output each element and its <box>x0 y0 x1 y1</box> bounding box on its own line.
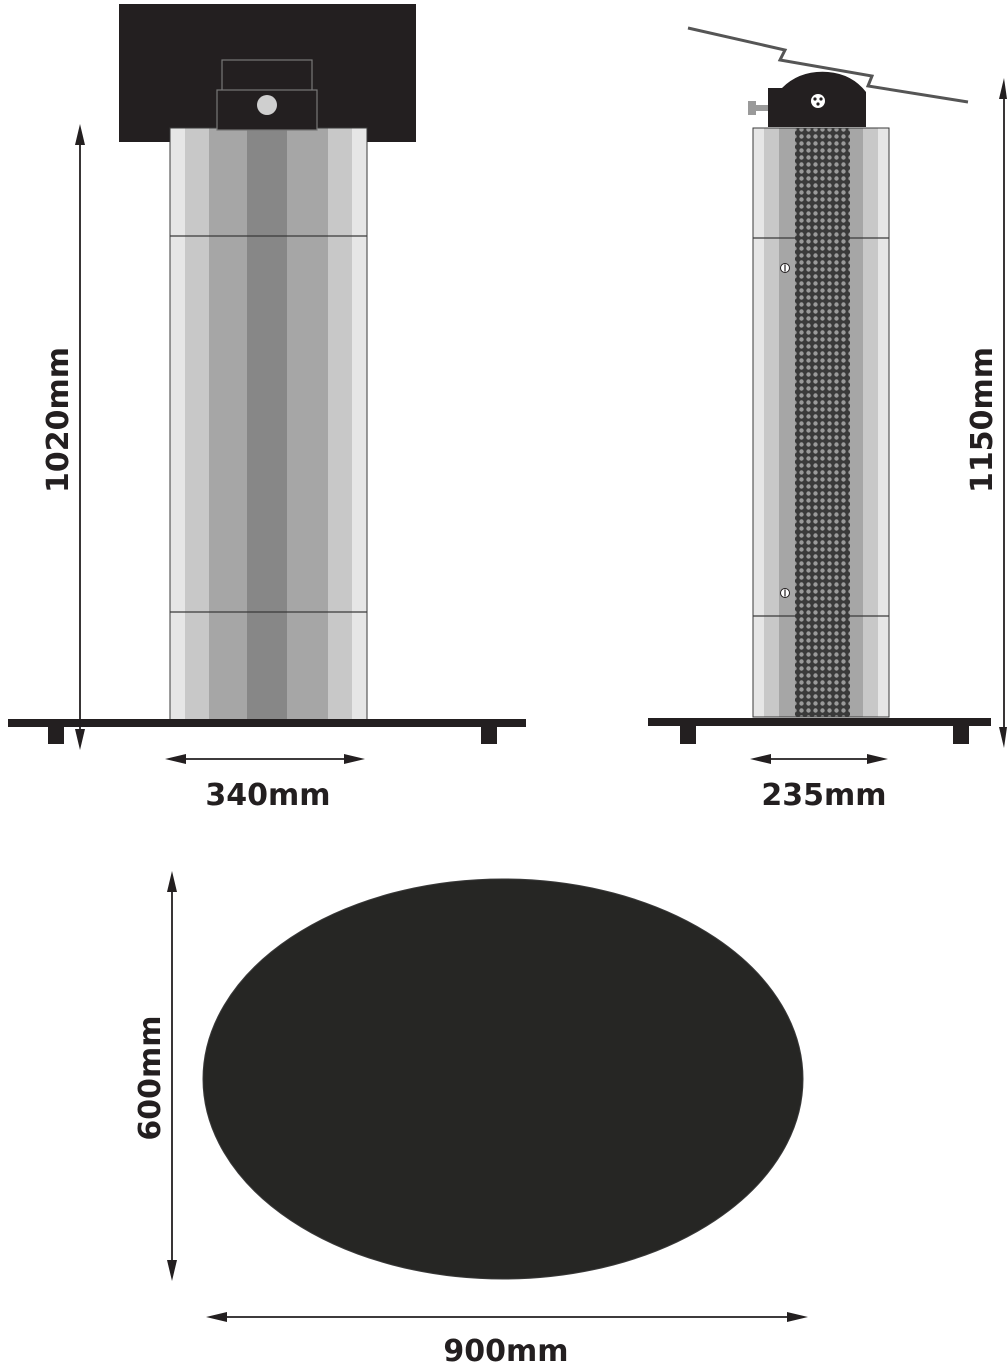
side-foot-right <box>953 726 969 744</box>
side-base-plate <box>648 718 991 726</box>
side-mount-screw-icon <box>811 94 825 108</box>
front-foot-left <box>48 727 64 744</box>
side-width-label: 235mm <box>761 778 886 813</box>
front-foot-right <box>481 727 497 744</box>
side-speaker-grille <box>795 128 850 717</box>
side-column <box>752 127 890 718</box>
base-top-view: 600mm 900mm <box>133 871 808 1368</box>
side-mount-knob-icon <box>748 101 756 115</box>
front-height-label: 1020mm <box>41 347 76 493</box>
base-depth-arrow <box>167 871 177 1281</box>
front-column <box>169 127 368 721</box>
side-height-label: 1150mm <box>965 347 1000 493</box>
front-mount-bracket <box>216 59 318 131</box>
front-mount-knob-icon <box>257 95 277 115</box>
front-base-plate <box>8 719 526 727</box>
front-width-arrow <box>165 754 365 764</box>
side-view: 1150mm 235mm <box>648 26 1007 813</box>
side-column-screw-top-icon <box>780 263 790 273</box>
side-display-panel <box>687 26 969 104</box>
base-width-label: 900mm <box>443 1334 568 1368</box>
side-foot-left <box>680 726 696 744</box>
side-height-arrow <box>999 78 1007 748</box>
side-width-arrow <box>750 754 888 764</box>
oval-base <box>202 878 804 1280</box>
front-height-arrow <box>75 124 85 750</box>
base-width-arrow <box>206 1312 808 1322</box>
front-width-label: 340mm <box>205 778 330 813</box>
base-depth-label: 600mm <box>133 1015 168 1140</box>
front-view: 1020mm 340mm <box>8 4 526 813</box>
side-column-screw-bottom-icon <box>780 588 790 598</box>
side-mount-bracket <box>748 71 866 127</box>
